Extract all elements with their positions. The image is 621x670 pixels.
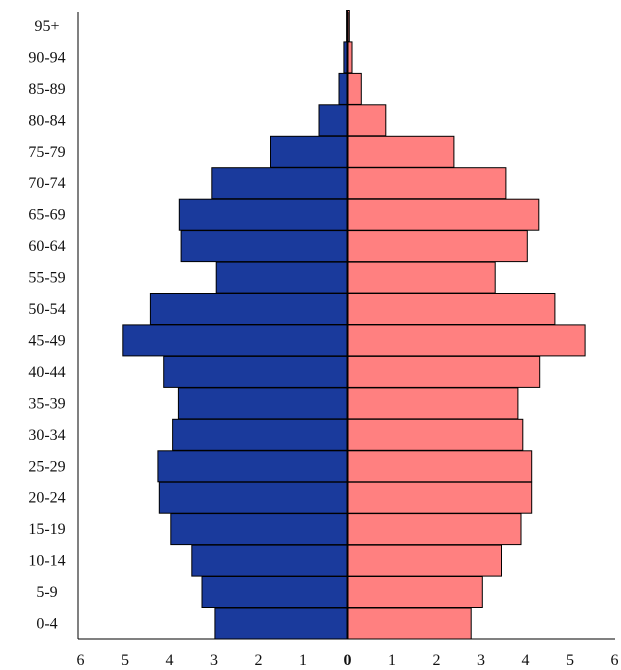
x-tick-label: 2 xyxy=(433,652,441,669)
male-bar-45-49 xyxy=(122,324,348,357)
female-bar-85-89 xyxy=(347,72,362,105)
male-bar-80-84 xyxy=(318,104,348,137)
female-bar-10-14 xyxy=(347,544,502,577)
age-group-labels: 0-4 5-9 10-14 15-19 20-24 25-29 30-34 35-39 40-4… xyxy=(28,18,65,633)
age-label-95+: 95+ xyxy=(34,18,59,35)
female-bar-40-44 xyxy=(347,355,541,388)
age-label-55-59: 55-59 xyxy=(28,270,65,287)
female-bar-55-59 xyxy=(347,261,496,294)
male-bar-75-79 xyxy=(270,135,348,168)
x-tick-label: 0 xyxy=(344,652,352,669)
x-tick-label: 2 xyxy=(255,652,263,669)
x-tick-label: 5 xyxy=(566,652,574,669)
male-bar-40-44 xyxy=(163,355,348,388)
age-label-85-89: 85-89 xyxy=(28,81,65,98)
age-label-15-19: 15-19 xyxy=(28,521,65,538)
male-bar-30-34 xyxy=(172,418,348,451)
male-bar-5-9 xyxy=(201,576,348,608)
x-tick-label: 6 xyxy=(77,652,85,669)
male-bar-0-4 xyxy=(214,607,348,640)
female-bar-75-79 xyxy=(347,135,455,168)
age-label-5-9: 5-9 xyxy=(36,584,57,601)
male-bar-55-59 xyxy=(215,261,348,294)
male-bar-85-89 xyxy=(338,72,348,105)
age-label-65-69: 65-69 xyxy=(28,207,65,224)
female-bars xyxy=(347,10,586,640)
male-bars xyxy=(122,10,349,640)
x-tick-label: 6 xyxy=(611,652,619,669)
female-bar-20-24 xyxy=(347,481,533,514)
x-tick-labels: 6 5 4 3 2 1 0 1 2 3 4 5 6 xyxy=(77,652,619,669)
female-bar-35-39 xyxy=(347,387,519,420)
female-bar-0-4 xyxy=(347,607,472,640)
female-bar-30-34 xyxy=(347,418,524,451)
female-bar-15-19 xyxy=(347,513,522,546)
female-bar-70-74 xyxy=(347,167,507,200)
x-tick-label: 4 xyxy=(166,652,174,669)
age-label-40-44: 40-44 xyxy=(28,364,65,381)
x-tick-label: 3 xyxy=(210,652,218,669)
male-bar-25-29 xyxy=(157,450,348,483)
female-bar-50-54 xyxy=(347,293,556,325)
age-label-60-64: 60-64 xyxy=(28,238,65,255)
age-label-25-29: 25-29 xyxy=(28,458,65,475)
male-bar-70-74 xyxy=(211,167,348,200)
female-bar-25-29 xyxy=(347,450,533,483)
age-label-30-34: 30-34 xyxy=(28,427,65,444)
male-bar-15-19 xyxy=(170,513,348,546)
male-bar-35-39 xyxy=(177,387,348,420)
x-tick-label: 3 xyxy=(477,652,485,669)
age-label-35-39: 35-39 xyxy=(28,395,65,412)
x-tick-label: 1 xyxy=(388,652,396,669)
female-bar-80-84 xyxy=(347,104,387,137)
female-bar-45-49 xyxy=(347,324,586,357)
male-bar-65-69 xyxy=(178,198,348,231)
age-label-75-79: 75-79 xyxy=(28,144,65,161)
male-bar-20-24 xyxy=(158,481,348,514)
age-label-70-74: 70-74 xyxy=(28,175,65,192)
age-label-0-4: 0-4 xyxy=(36,616,57,633)
x-tick-label: 4 xyxy=(522,652,530,669)
age-label-10-14: 10-14 xyxy=(28,553,65,570)
x-tick-label: 1 xyxy=(299,652,307,669)
age-label-45-49: 45-49 xyxy=(28,332,65,349)
male-bar-60-64 xyxy=(180,230,348,263)
x-tick-label: 5 xyxy=(121,652,129,669)
male-bar-10-14 xyxy=(191,544,349,577)
age-label-20-24: 20-24 xyxy=(28,490,65,507)
age-label-90-94: 90-94 xyxy=(28,49,65,66)
male-bar-50-54 xyxy=(149,293,348,325)
female-bar-60-64 xyxy=(347,230,528,263)
age-label-80-84: 80-84 xyxy=(28,112,65,129)
age-label-50-54: 50-54 xyxy=(28,301,65,318)
female-bar-65-69 xyxy=(347,198,540,231)
female-bar-5-9 xyxy=(347,576,483,608)
